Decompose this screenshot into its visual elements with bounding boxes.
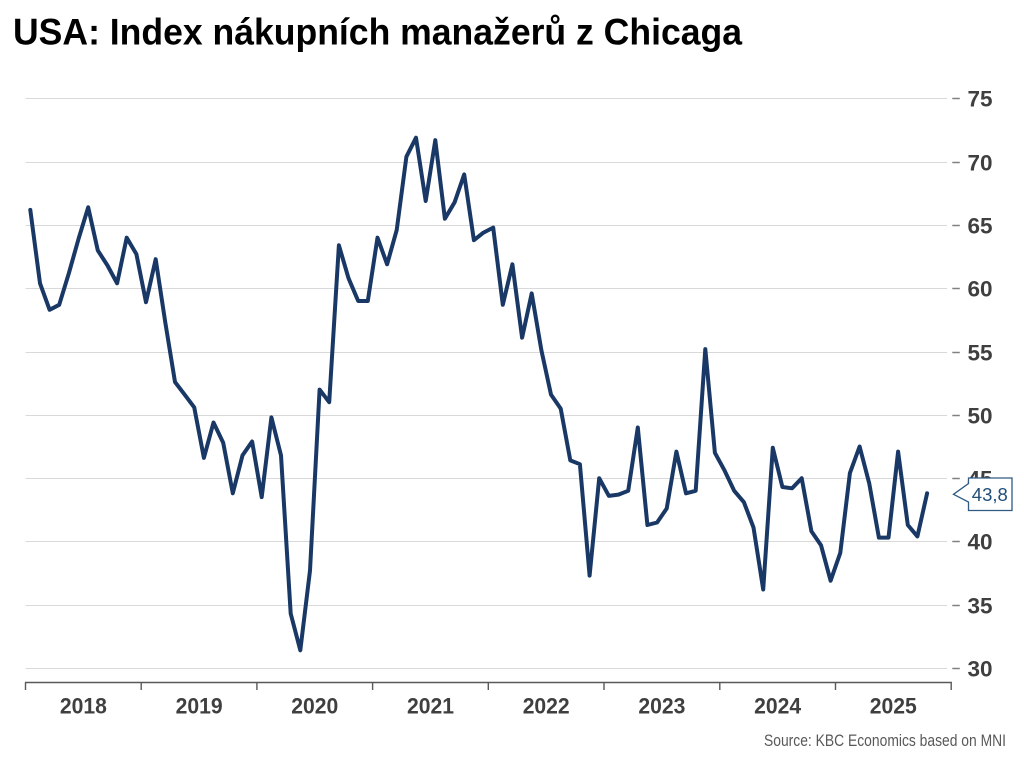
svg-text:70: 70 [968,150,993,175]
svg-text:60: 60 [968,276,993,301]
svg-text:2020: 2020 [291,694,338,719]
svg-text:Source: KBC Economics based on: Source: KBC Economics based on MNI [764,731,1006,750]
svg-text:2021: 2021 [407,694,454,719]
svg-text:2022: 2022 [523,694,570,719]
svg-text:50: 50 [968,403,993,428]
svg-text:43,8: 43,8 [972,484,1008,505]
svg-text:65: 65 [968,213,993,238]
svg-text:55: 55 [968,340,993,365]
svg-text:2023: 2023 [638,694,685,719]
svg-text:40: 40 [968,529,993,554]
svg-text:35: 35 [968,593,993,618]
svg-text:2024: 2024 [754,694,801,719]
svg-text:USA: Index nákupních manažerů: USA: Index nákupních manažerů z Chicaga [13,12,742,53]
svg-text:30: 30 [968,656,993,681]
svg-text:2019: 2019 [176,694,223,719]
svg-text:2025: 2025 [870,694,917,719]
svg-text:75: 75 [968,86,993,111]
svg-text:2018: 2018 [60,694,107,719]
